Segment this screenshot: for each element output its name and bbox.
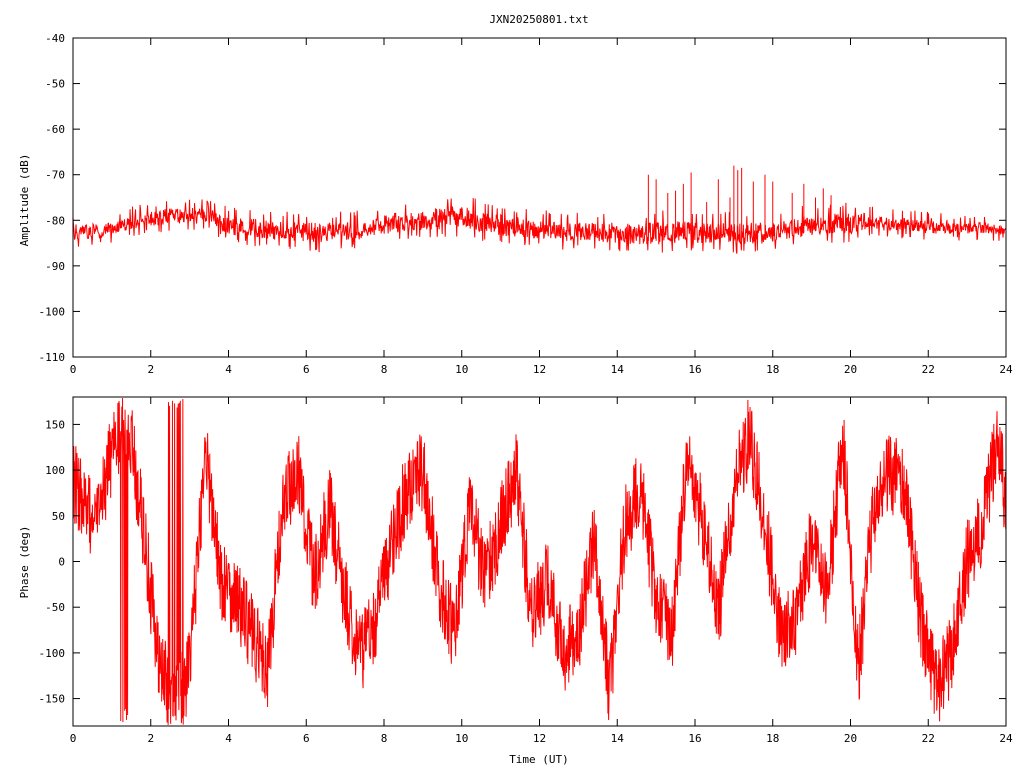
y-tick-label: 100 (45, 464, 65, 477)
phase-y-axis-label: Phase (deg) (18, 526, 31, 599)
x-tick-label: 22 (922, 363, 935, 376)
amplitude-panel: Amplitude (dB) 0 2 4 6 8 10 12 14 16 18 20 22 24-40-… (18, 32, 1013, 376)
x-tick-label: 10 (455, 363, 468, 376)
y-tick-label: -90 (45, 260, 65, 273)
x-tick-label: 18 (766, 732, 779, 745)
x-tick-label: 14 (611, 363, 625, 376)
chart-title: JXN20250801.txt (489, 13, 588, 26)
amplitude-series (73, 197, 1006, 254)
y-tick-label: -50 (45, 78, 65, 91)
y-tick-label: -110 (39, 351, 66, 364)
x-tick-label: 6 (303, 363, 310, 376)
phase-panel: Phase (deg) 0 2 4 6 8 10 12 14 16 18 20 22 241501005… (18, 396, 1013, 745)
x-tick-label: 18 (766, 363, 779, 376)
y-tick-label: -70 (45, 169, 65, 182)
amplitude-y-axis-label: Amplitude (dB) (18, 154, 31, 247)
y-tick-label: -100 (39, 647, 66, 660)
x-tick-label: 20 (844, 363, 857, 376)
y-tick-label: 0 (58, 556, 65, 569)
x-tick-label: 0 (70, 732, 77, 745)
x-tick-label: 2 (147, 363, 154, 376)
y-tick-label: -100 (39, 305, 66, 318)
x-tick-label: 12 (533, 732, 546, 745)
y-tick-label: -150 (39, 693, 66, 706)
y-tick-label: 50 (52, 510, 65, 523)
x-tick-label: 8 (381, 732, 388, 745)
x-tick-label: 4 (225, 363, 232, 376)
x-tick-label: 6 (303, 732, 310, 745)
x-tick-label: 24 (999, 732, 1013, 745)
amplitude-trace (73, 165, 1006, 254)
x-tick-label: 0 (70, 363, 77, 376)
x-tick-label: 20 (844, 732, 857, 745)
y-tick-label: -80 (45, 214, 65, 227)
x-tick-label: 8 (381, 363, 388, 376)
y-tick-label: -50 (45, 601, 65, 614)
x-tick-label: 12 (533, 363, 546, 376)
y-tick-label: -40 (45, 32, 65, 45)
x-tick-label: 16 (688, 363, 701, 376)
phase-series (73, 397, 1006, 725)
x-axis-label: Time (UT) (509, 753, 569, 766)
y-tick-label: 150 (45, 418, 65, 431)
y-tick-label: -60 (45, 123, 65, 136)
phase-trace (73, 397, 1006, 725)
x-tick-label: 24 (999, 363, 1013, 376)
x-tick-label: 10 (455, 732, 468, 745)
x-tick-label: 4 (225, 732, 232, 745)
x-tick-label: 2 (147, 732, 154, 745)
x-tick-label: 22 (922, 732, 935, 745)
x-tick-label: 16 (688, 732, 701, 745)
x-tick-label: 14 (611, 732, 625, 745)
